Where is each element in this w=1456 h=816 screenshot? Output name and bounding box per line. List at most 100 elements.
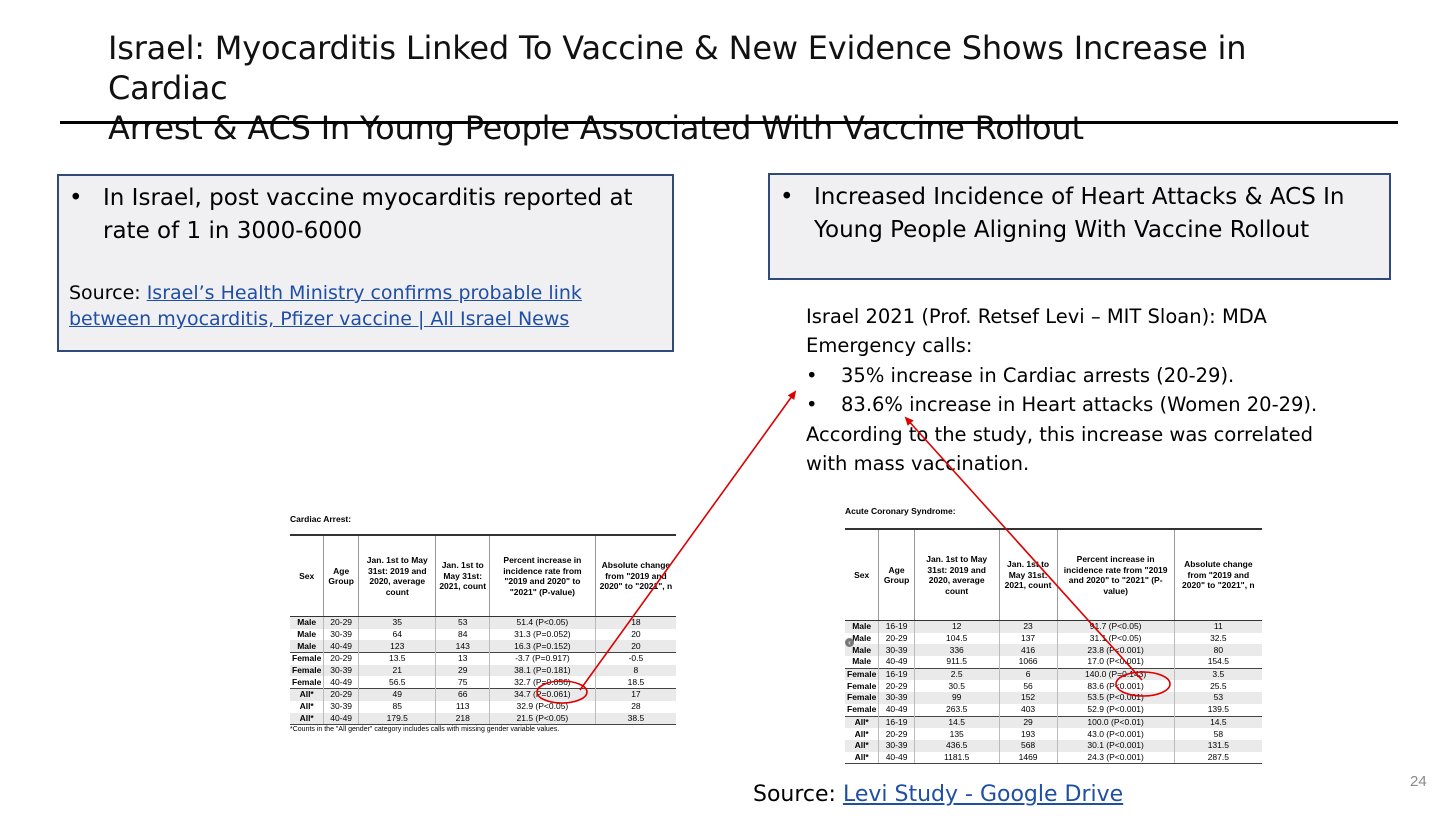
table-cell: 20-29 — [323, 688, 359, 701]
table-cell: 137 — [998, 632, 1058, 645]
table-row: All* 16-19 14.5 29 100.0 (P<0.01) 14.5 — [845, 715, 1262, 729]
levi-study-link[interactable]: Levi Study - Google Drive — [842, 782, 1124, 807]
table-cell: Female — [292, 676, 322, 687]
table-header-cell: Jan. 1st to May 31st: 2021, count — [435, 534, 490, 617]
table-header-cell: Age Group — [878, 528, 915, 621]
title-line-2: Arrest & ACS In Young People Associated … — [108, 109, 1084, 147]
study-list-item: • 35% increase in Cardiac arrests (20-29… — [806, 361, 1346, 390]
bullet-marker: • — [806, 393, 818, 417]
table-cell: 29 — [435, 664, 490, 677]
table-cell: All* — [854, 728, 869, 739]
bottom-source: Source: Levi Study - Google Drive — [753, 782, 1123, 807]
table-cell: All* — [845, 715, 879, 729]
table-cell: 436.5 — [913, 739, 1000, 752]
table-cell: 16-19 — [878, 667, 915, 681]
table-cell: Male — [290, 616, 324, 629]
table-cell: 32.7 (P=0.056) — [488, 676, 596, 689]
table-cell: Male — [852, 656, 872, 667]
table-cell: 31.1 (P<0.05) — [1056, 632, 1175, 645]
table-cell: 53 — [1173, 692, 1262, 704]
table-cell: All* — [845, 739, 879, 752]
table-cell: 16.3 (P=0.152) — [488, 640, 596, 653]
table-row: All* 30-39 436.5 568 30.1 (P<0.001) 131.5 — [845, 739, 1262, 752]
table-cell: 28 — [594, 700, 676, 713]
table-cell: 416 — [998, 644, 1058, 657]
table-cell: 40-49 — [878, 703, 915, 716]
table-row: All* 40-49 1181.5 1469 24.3 (P<0.001) 287.5 — [845, 751, 1262, 765]
table-row: Female 40-49 263.5 403 52.9 (P<0.001) 139.5 — [845, 703, 1262, 716]
table-cell: 20-29 — [323, 652, 359, 665]
table-cell: 13.5 — [358, 652, 436, 665]
table-cell: 91.7 (P<0.05) — [1056, 620, 1175, 633]
table-cell: 152 — [998, 692, 1058, 704]
table-header-cell: Percent increase in incidence rate from … — [1056, 528, 1175, 621]
bullet-marker: • — [69, 185, 83, 211]
slide-title: Israel: Myocarditis Linked To Vaccine & … — [108, 28, 1368, 148]
table-cell: 40-49 — [323, 676, 359, 689]
table-header-cell: Jan. 1st to May 31st: 2021, count — [998, 528, 1058, 621]
table-cell: 38.5 — [594, 712, 676, 726]
table-cell: All* — [845, 751, 879, 765]
table-cell: 139.5 — [1173, 703, 1262, 716]
table-cell: -3.7 (P=0.917) — [488, 652, 596, 665]
table-cell: 35 — [358, 616, 436, 629]
table-header-cell: Absolute change from "2019 and 2020" to … — [1173, 528, 1262, 621]
table-row: Female 40-49 56.5 75 32.7 (P=0.056) 18.5 — [290, 676, 676, 689]
table-cell: 40-49 — [323, 640, 359, 653]
table-cell: 56.5 — [358, 676, 436, 689]
table-cell: Female — [847, 704, 877, 715]
table-cell: 18 — [594, 616, 676, 629]
cardiac-arrest-table-image: Cardiac Arrest: Sex Age Group Jan. 1st to … — [290, 514, 676, 733]
table-cell: 11 — [1173, 620, 1262, 633]
table-cell: 51.4 (P<0.05) — [488, 616, 596, 629]
table-cell: 75 — [435, 676, 490, 689]
table-cell: 263.5 — [913, 703, 1000, 716]
table-cell: 64 — [358, 628, 436, 641]
table-row: All* 20-29 135 193 43.0 (P<0.001) 58 — [845, 728, 1262, 740]
table-row: Female 16-19 2.5 6 140.0 (P=0.143) 3.5 — [845, 667, 1262, 681]
table-cell: 34.7 (P=0.061) — [488, 688, 596, 701]
table-cell: 49 — [358, 688, 436, 701]
heart-attack-bullet: • Increased Incidence of Heart Attacks &… — [780, 181, 1380, 247]
table-cell: 32.9 (P<0.05) — [488, 700, 596, 713]
study-list-item: • 83.6% increase in Heart attacks (Women… — [806, 390, 1346, 419]
table-cell: 154.5 — [1173, 656, 1262, 669]
table-cell: 179.5 — [358, 712, 436, 726]
table-cell: 30-39 — [878, 739, 915, 752]
table-cell: 66 — [435, 688, 490, 701]
myocarditis-bullet: • In Israel, post vaccine myocarditis re… — [69, 182, 669, 248]
table-cell: 58 — [1173, 728, 1262, 740]
table-cell: 123 — [358, 640, 436, 653]
table-cell: 135 — [913, 728, 1000, 740]
table-cell: 218 — [435, 712, 490, 726]
table-row: Male 30-39 64 84 31.3 (P=0.052) 20 — [290, 628, 676, 641]
myocarditis-callout-box: • In Israel, post vaccine myocarditis re… — [57, 174, 674, 352]
study-summary: Israel 2021 (Prof. Retsef Levi – MIT Slo… — [806, 302, 1346, 478]
table-cell: 40-49 — [323, 712, 359, 726]
table-cell: 84 — [435, 628, 490, 641]
table-cell: Female — [845, 692, 879, 704]
table-cell: 99 — [913, 692, 1000, 704]
table-cell: 32.5 — [1173, 632, 1262, 645]
table-cell: 20 — [594, 640, 676, 653]
table-cell: 38.1 (P=0.181) — [488, 664, 596, 677]
table-cell: Male — [845, 644, 879, 657]
table-row: All* 30-39 85 113 32.9 (P<0.05) 28 — [290, 700, 676, 713]
table-cell: 100.0 (P<0.01) — [1056, 715, 1175, 729]
table-cell: All* — [290, 712, 324, 726]
table-cell: 17.0 (P<0.001) — [1056, 656, 1175, 669]
table-cell: Male — [845, 620, 879, 633]
study-intro: Israel 2021 (Prof. Retsef Levi – MIT Slo… — [806, 305, 1267, 358]
table-cell: 2.5 — [913, 667, 1000, 681]
table-cell: 6 — [998, 667, 1058, 681]
table-cell: 83.6 (P<0.001) — [1056, 680, 1175, 693]
table-cell: 13 — [435, 652, 490, 665]
table-cell: 30-39 — [878, 644, 915, 657]
acs-table-image: Acute Coronary Syndrome: Sex Age Group Jan… — [845, 506, 1262, 765]
table-row: Male 40-49 911.5 1066 17.0 (P<0.001) 154.5 — [845, 656, 1262, 669]
table-cell: 53.5 (P<0.001) — [1056, 692, 1175, 704]
all-israel-news-link[interactable]: Israel’s Health Ministry confirms probab… — [69, 282, 582, 330]
table-cell: 104.5 — [913, 632, 1000, 645]
table-header-cell: Age Group — [323, 534, 359, 617]
bullet-marker: • — [806, 363, 818, 387]
